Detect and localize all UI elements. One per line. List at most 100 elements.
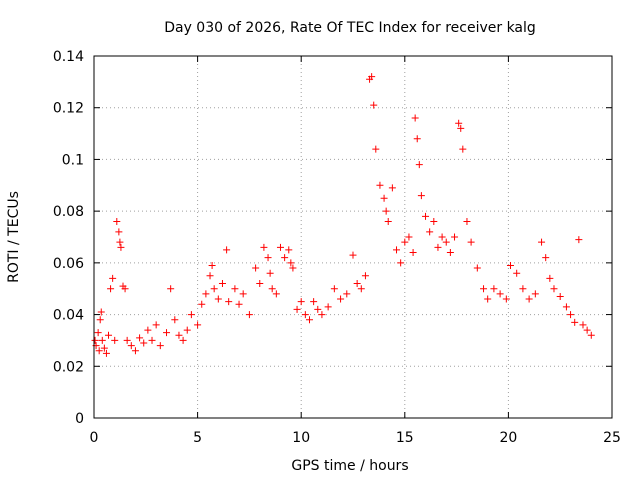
data-point: [210, 285, 218, 293]
data-point: [105, 331, 113, 339]
data-point: [163, 329, 171, 337]
data-point: [463, 217, 471, 225]
data-point: [519, 285, 527, 293]
data-point: [100, 344, 108, 352]
data-point: [293, 305, 301, 313]
data-point: [95, 347, 103, 355]
data-point: [330, 285, 338, 293]
data-point: [384, 217, 392, 225]
data-point: [502, 295, 510, 303]
x-tick-labels: 0 5 10 15 20 25: [90, 430, 621, 446]
data-point: [252, 264, 260, 272]
data-point: [144, 326, 152, 334]
data-point: [208, 261, 216, 269]
data-point: [171, 316, 179, 324]
axis-ticks: [93, 55, 613, 419]
data-point: [575, 236, 583, 244]
x-tick-label: 20: [499, 430, 517, 446]
data-point: [473, 264, 481, 272]
data-point: [266, 269, 274, 277]
data-point: [136, 334, 144, 342]
data-point: [131, 347, 139, 355]
data-point: [115, 228, 123, 236]
data-point: [256, 280, 264, 288]
grid-lines: [94, 56, 612, 418]
data-point: [202, 290, 210, 298]
data-point: [305, 316, 313, 324]
data-point: [140, 339, 148, 347]
data-point: [506, 261, 514, 269]
data-point: [459, 145, 467, 153]
data-point: [426, 228, 434, 236]
data-point: [417, 192, 425, 200]
x-tick-label: 0: [90, 430, 99, 446]
data-point: [411, 114, 419, 122]
data-point: [301, 311, 309, 319]
data-point: [285, 246, 293, 254]
data-point: [98, 336, 106, 344]
data-point: [167, 285, 175, 293]
data-point: [94, 329, 102, 337]
data-point: [413, 135, 421, 143]
y-axis-label: ROTI / TECUs: [6, 191, 22, 283]
data-point: [152, 321, 160, 329]
data-point: [187, 311, 195, 319]
y-tick-label: 0.12: [53, 101, 84, 117]
data-point: [287, 259, 295, 267]
data-point: [353, 280, 361, 288]
y-tick-label: 0.04: [53, 308, 84, 324]
data-point: [484, 295, 492, 303]
data-point: [175, 331, 183, 339]
data-point: [550, 285, 558, 293]
data-point: [467, 238, 475, 246]
data-point: [343, 290, 351, 298]
data-point: [223, 246, 231, 254]
y-tick-labels: 0 0.02 0.04 0.06 0.08 0.1 0.12 0.14: [53, 49, 84, 427]
data-point: [113, 217, 121, 225]
data-point: [116, 238, 124, 246]
data-point: [361, 272, 369, 280]
data-point: [409, 249, 417, 257]
data-point: [438, 233, 446, 241]
data-point: [538, 238, 546, 246]
data-point: [480, 285, 488, 293]
data-point: [111, 336, 119, 344]
data-point: [513, 269, 521, 277]
data-point: [446, 249, 454, 257]
x-tick-label: 25: [603, 430, 621, 446]
data-point: [314, 305, 322, 313]
y-tick-label: 0.14: [53, 49, 84, 65]
data-point: [281, 254, 289, 262]
y-tick-label: 0: [75, 411, 84, 427]
data-point: [289, 264, 297, 272]
data-point: [583, 326, 591, 334]
data-point: [372, 145, 380, 153]
data-point: [457, 124, 465, 132]
x-tick-label: 5: [193, 430, 202, 446]
data-point: [422, 212, 430, 220]
data-point: [442, 238, 450, 246]
x-tick-label: 10: [292, 430, 310, 446]
data-point: [349, 251, 357, 259]
data-point: [206, 272, 214, 280]
y-tick-label: 0.08: [53, 204, 84, 220]
data-point: [276, 243, 284, 251]
data-point: [380, 194, 388, 202]
data-point: [272, 290, 280, 298]
data-point: [245, 311, 253, 319]
data-point: [123, 336, 131, 344]
data-point: [107, 285, 115, 293]
data-point: [264, 254, 272, 262]
data-point: [490, 285, 498, 293]
data-point: [194, 321, 202, 329]
y-tick-label: 0.1: [62, 152, 84, 168]
data-points: [91, 73, 595, 357]
data-point: [310, 298, 318, 306]
data-point: [567, 311, 575, 319]
data-point: [531, 290, 539, 298]
data-point: [542, 254, 550, 262]
data-point: [102, 349, 110, 357]
data-point: [388, 184, 396, 192]
x-axis-label: GPS time / hours: [291, 458, 408, 474]
